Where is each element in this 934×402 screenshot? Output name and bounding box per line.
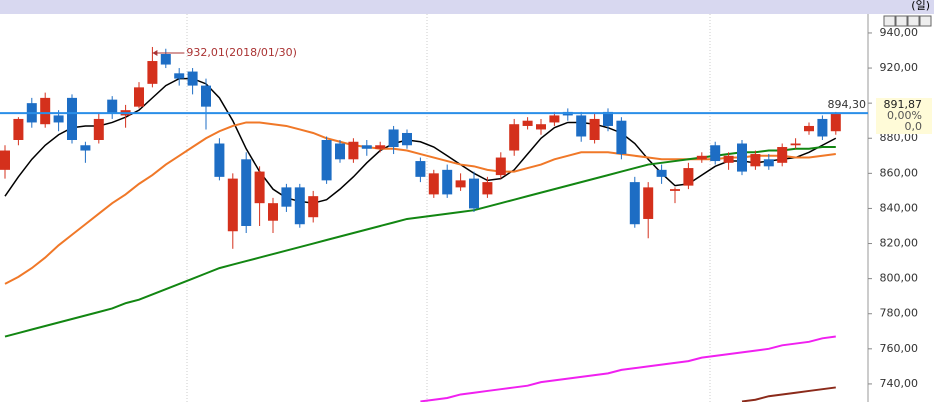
y-tick-label: 860,00 xyxy=(880,166,919,179)
candle-body xyxy=(241,159,252,226)
candle-body xyxy=(509,124,520,151)
price-box-text: 0,0 xyxy=(905,120,923,133)
candle-body xyxy=(710,145,721,162)
annotation: 932,01(2018/01/30) xyxy=(186,46,296,59)
candle-body xyxy=(53,115,64,123)
candle-body xyxy=(80,145,91,151)
moving-average xyxy=(4,77,837,204)
candle-body xyxy=(134,87,144,107)
candle-body xyxy=(174,73,185,79)
candle-body xyxy=(442,169,453,195)
candle-body xyxy=(308,196,319,218)
button[interactable] xyxy=(907,15,920,27)
candle-body xyxy=(804,125,814,132)
candle-body xyxy=(777,147,788,163)
candle-body xyxy=(268,203,278,221)
candle-body xyxy=(723,155,734,163)
candle-body xyxy=(348,141,359,160)
button[interactable] xyxy=(895,15,908,27)
y-tick-label: 840,00 xyxy=(880,201,919,214)
candle-body xyxy=(469,178,479,209)
window-buttons[interactable] xyxy=(883,15,932,27)
candle-body xyxy=(93,118,104,140)
candle-body xyxy=(214,143,225,177)
price-box xyxy=(876,98,932,134)
price-line-label: 894,30 xyxy=(828,98,867,111)
candle-body xyxy=(536,124,546,130)
moving-average xyxy=(741,386,836,402)
candle-body xyxy=(616,120,627,155)
candle-body xyxy=(402,132,412,146)
candle-body xyxy=(750,154,761,167)
candle-body xyxy=(13,118,24,140)
candle-body xyxy=(656,169,667,177)
candle-body xyxy=(629,182,640,225)
candle-body xyxy=(549,115,560,123)
candle-body xyxy=(388,129,399,148)
candle-body xyxy=(763,159,774,167)
candle-body xyxy=(576,115,587,137)
candle-body xyxy=(522,120,533,126)
candle-body xyxy=(696,155,707,160)
candle-body xyxy=(428,173,439,195)
candle-body xyxy=(790,143,801,146)
candle-body xyxy=(187,71,198,86)
price-box-text: 0,00% xyxy=(887,109,922,122)
y-tick-label: 880,00 xyxy=(880,131,919,144)
candle-body xyxy=(361,145,372,149)
candle-body xyxy=(107,99,118,114)
y-tick-label: 780,00 xyxy=(880,307,919,320)
button[interactable] xyxy=(919,15,932,27)
moving-average xyxy=(4,121,836,285)
candle-body xyxy=(589,118,600,140)
candle-body xyxy=(737,143,747,172)
candle-body xyxy=(415,161,426,177)
candle-body xyxy=(495,157,506,176)
y-tick-label: 920,00 xyxy=(880,61,919,74)
candle-body xyxy=(201,85,211,107)
candle-body xyxy=(147,61,158,84)
candle-body xyxy=(40,97,51,125)
candle-body xyxy=(603,111,613,126)
candle-body xyxy=(817,118,828,137)
candle-body xyxy=(482,182,493,195)
y-tick-label: 760,00 xyxy=(880,342,919,355)
y-tick-label: 820,00 xyxy=(880,237,919,250)
candle-body xyxy=(294,187,305,225)
candle-body xyxy=(455,180,466,188)
price-box-text: 891,87 xyxy=(884,98,923,111)
candle-body xyxy=(375,145,386,149)
candle-body xyxy=(683,168,694,186)
y-tick-label: 800,00 xyxy=(880,272,919,285)
y-tick-label: 940,00 xyxy=(880,26,919,39)
top-bar xyxy=(0,0,934,14)
period-label: (일) xyxy=(911,0,930,12)
candle-body xyxy=(0,150,10,170)
candle-body xyxy=(160,54,171,65)
candle-body xyxy=(335,143,345,160)
candle-body xyxy=(830,113,841,132)
button[interactable] xyxy=(883,15,896,27)
moving-average xyxy=(420,335,836,402)
candle-body xyxy=(643,187,654,219)
candle-body xyxy=(254,171,265,204)
candle-body xyxy=(227,178,238,232)
candle-body xyxy=(321,139,332,181)
candle-body xyxy=(670,189,680,191)
y-tick-label: 740,00 xyxy=(880,377,919,390)
candle-body xyxy=(67,97,77,140)
arrow-head xyxy=(152,49,158,56)
candle-body xyxy=(281,187,292,207)
